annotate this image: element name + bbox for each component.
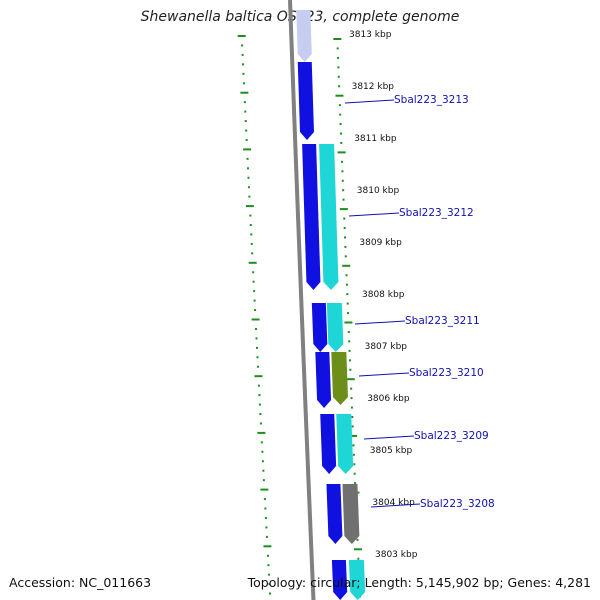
topology-summary: Topology: circular; Length: 5,145,902 bp… (247, 575, 591, 590)
ticks-left (237, 35, 272, 595)
cds-inner (297, 62, 314, 140)
cds-inner-top (296, 10, 312, 62)
gene-features (296, 10, 366, 600)
scale-label: 3812 kbp (352, 82, 395, 92)
gene-leader-line (358, 372, 410, 377)
genome-backbone (288, 0, 316, 600)
cds-outer (342, 484, 360, 544)
gene-leader-line (344, 99, 395, 104)
scale-label: 3808 kbp (362, 290, 405, 300)
gene-leader-line (354, 320, 406, 325)
scale-labels: 3813 kbp 3812 kbp 3811 kbp 3810 kbp 3809 kbp… (349, 30, 418, 560)
cds-inner (311, 303, 328, 352)
gene-leader-line (348, 212, 400, 217)
backbone-line (288, 0, 316, 600)
cds-outer (348, 560, 366, 600)
gene-label: Sbal223_3211 (405, 315, 480, 327)
cds-outer (326, 303, 344, 352)
gene-labels: Sbal223_3213 Sbal223_3212 Sbal223_3211 Sbal… (344, 94, 495, 510)
accession-text: Accession: NC_011663 (9, 575, 152, 590)
scale-label: 3806 kbp (367, 394, 410, 404)
gene-label: Sbal223_3212 (399, 207, 474, 219)
gene-label: Sbal223_3209 (414, 430, 489, 442)
cds-inner (302, 144, 321, 290)
scale-label: 3803 kbp (375, 550, 418, 560)
scale-label: 3813 kbp (349, 30, 392, 40)
cds-outer (336, 414, 354, 474)
cds-outer (319, 144, 339, 290)
scale-label: 3807 kbp (365, 342, 408, 352)
cds-outer (331, 352, 348, 405)
scale-label: 3811 kbp (354, 134, 397, 144)
cds-inner (331, 560, 348, 600)
cds-inner (320, 414, 337, 474)
scale-label: 3810 kbp (357, 186, 400, 196)
gene-leader-line (370, 503, 421, 508)
scale-label: 3805 kbp (370, 446, 413, 456)
cds-inner (326, 484, 343, 544)
gene-label: Sbal223_3208 (420, 498, 495, 510)
scale-label: 3804 kbp (372, 498, 415, 508)
gene-label: Sbal223_3210 (409, 367, 484, 379)
gene-leader-line (363, 435, 415, 440)
scale-label: 3809 kbp (359, 238, 402, 248)
cds-inner (315, 352, 332, 408)
gene-label: Sbal223_3213 (394, 94, 469, 106)
